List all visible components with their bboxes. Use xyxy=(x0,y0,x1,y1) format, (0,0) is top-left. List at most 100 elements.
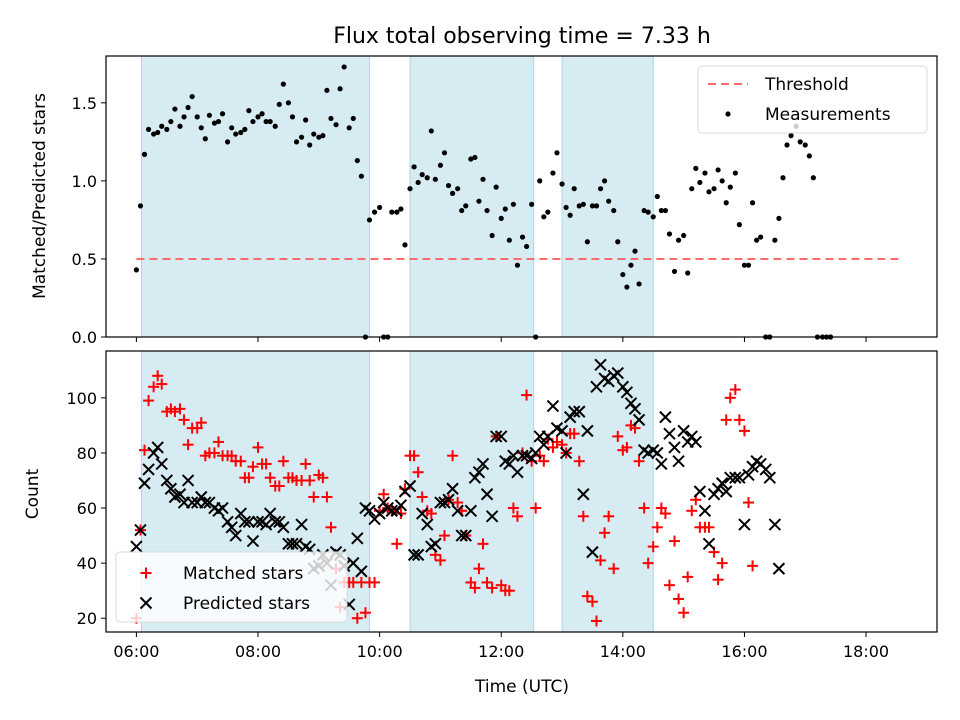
predicted-star-point xyxy=(616,380,630,394)
measurement-point xyxy=(198,125,204,131)
measurement-point xyxy=(250,118,256,125)
measurement-point xyxy=(164,126,170,132)
predicted-star-point xyxy=(511,466,524,479)
predicted-star-point xyxy=(442,493,455,506)
measurement-point xyxy=(441,150,448,156)
legend-predicted-label: Predicted stars xyxy=(183,594,310,614)
measurement-point xyxy=(758,234,764,240)
predicted-star-point xyxy=(672,454,685,468)
predicted-star-point xyxy=(655,457,668,471)
measurement-point xyxy=(311,131,317,137)
legend-matched-swatch xyxy=(140,567,152,579)
predicted-star-point xyxy=(363,504,376,517)
measurement-point xyxy=(741,262,748,268)
measurement-point xyxy=(597,186,604,192)
matched-star-point xyxy=(277,455,289,467)
measurement-point xyxy=(449,190,456,196)
predicted-star-point xyxy=(581,424,594,438)
bottom-legend: Matched stars Predicted stars xyxy=(115,551,348,623)
measurement-point xyxy=(624,284,630,290)
measurement-point xyxy=(145,126,152,132)
predicted-star-point xyxy=(147,446,160,460)
measurement-point xyxy=(389,209,395,215)
measurement-point xyxy=(276,101,282,107)
predicted-star-point xyxy=(485,510,499,523)
measurement-point xyxy=(246,108,252,114)
legend-threshold-label: Threshold xyxy=(764,75,849,95)
measurement-point xyxy=(307,142,313,148)
y-tick-label: 20 xyxy=(77,609,97,628)
measurement-point xyxy=(719,178,725,184)
predicted-marker xyxy=(139,596,153,610)
measurement-point xyxy=(211,120,218,126)
predicted-star-point xyxy=(628,402,642,416)
predicted-star-point xyxy=(738,518,751,531)
predicted-star-point xyxy=(559,446,573,460)
matched-star-point xyxy=(712,574,724,586)
predicted-star-point xyxy=(290,537,303,551)
predicted-star-point xyxy=(668,441,681,454)
measurement-point xyxy=(571,186,577,192)
matched-star-point xyxy=(359,607,371,619)
matched-star-point xyxy=(595,554,607,566)
predicted-star-point xyxy=(537,438,551,451)
measurement-point xyxy=(468,156,474,162)
measurement-point xyxy=(641,207,647,214)
predicted-star-point xyxy=(677,424,690,438)
matched-star-point xyxy=(317,472,329,484)
measurement-point xyxy=(432,176,438,182)
predicted-star-point xyxy=(495,430,508,443)
matched-star-point xyxy=(139,444,151,456)
measurement-point xyxy=(749,200,756,206)
matched-star-point xyxy=(603,510,615,522)
measurement-point xyxy=(371,209,378,215)
y-tick-label: 60 xyxy=(77,499,97,518)
measurement-point xyxy=(225,139,231,145)
measurement-point xyxy=(541,214,547,220)
top-ylabel: Matched/Predicted stars xyxy=(30,93,50,299)
predicted-star-point xyxy=(724,471,737,484)
matched-star-point xyxy=(682,571,694,583)
predicted-star-point xyxy=(160,474,174,487)
y-tick-label: 100 xyxy=(66,389,97,408)
measurement-point xyxy=(519,234,526,240)
measurement-point xyxy=(645,209,651,215)
matched-star-point xyxy=(743,497,755,509)
matched-star-point xyxy=(586,596,598,608)
top-legend: Threshold Measurements xyxy=(697,65,928,134)
measurement-point xyxy=(632,248,638,254)
predicted-star-point xyxy=(715,477,729,490)
matched-star-point xyxy=(663,579,675,591)
measurement-point xyxy=(437,162,444,168)
measurement-point xyxy=(445,182,452,189)
matched-star-point xyxy=(247,461,259,473)
predicted-star-point xyxy=(733,471,746,484)
bottom-ylabel: Count xyxy=(23,468,43,519)
measurement-point xyxy=(346,125,352,131)
matched-star-point xyxy=(235,455,247,467)
measurement-point xyxy=(289,114,296,120)
matched-star-point xyxy=(720,414,732,426)
measurement-point xyxy=(589,203,596,209)
measurement-point xyxy=(563,204,569,211)
matched-star-point xyxy=(195,417,207,429)
measurement-point xyxy=(802,142,808,148)
legend-measurements-label: Measurements xyxy=(765,105,891,125)
measurement-point xyxy=(177,123,183,129)
matched-star-point xyxy=(351,612,363,624)
predicted-star-point xyxy=(251,515,265,529)
predicted-star-point xyxy=(355,565,368,578)
measurement-point xyxy=(293,139,300,145)
measurement-point xyxy=(333,122,339,128)
y-tick-label: 40 xyxy=(77,554,97,573)
legend-measurements-swatch xyxy=(725,111,731,117)
measurement-point xyxy=(141,151,148,157)
predicted-star-point xyxy=(429,537,442,551)
measurement-point xyxy=(523,243,530,250)
predicted-star-point xyxy=(446,482,459,495)
measurement-point xyxy=(671,268,678,275)
predicted-star-point xyxy=(277,521,290,534)
matched-star-point xyxy=(724,392,736,404)
predicted-star-point xyxy=(259,518,273,531)
x-tick-label: 18:00 xyxy=(843,642,889,661)
